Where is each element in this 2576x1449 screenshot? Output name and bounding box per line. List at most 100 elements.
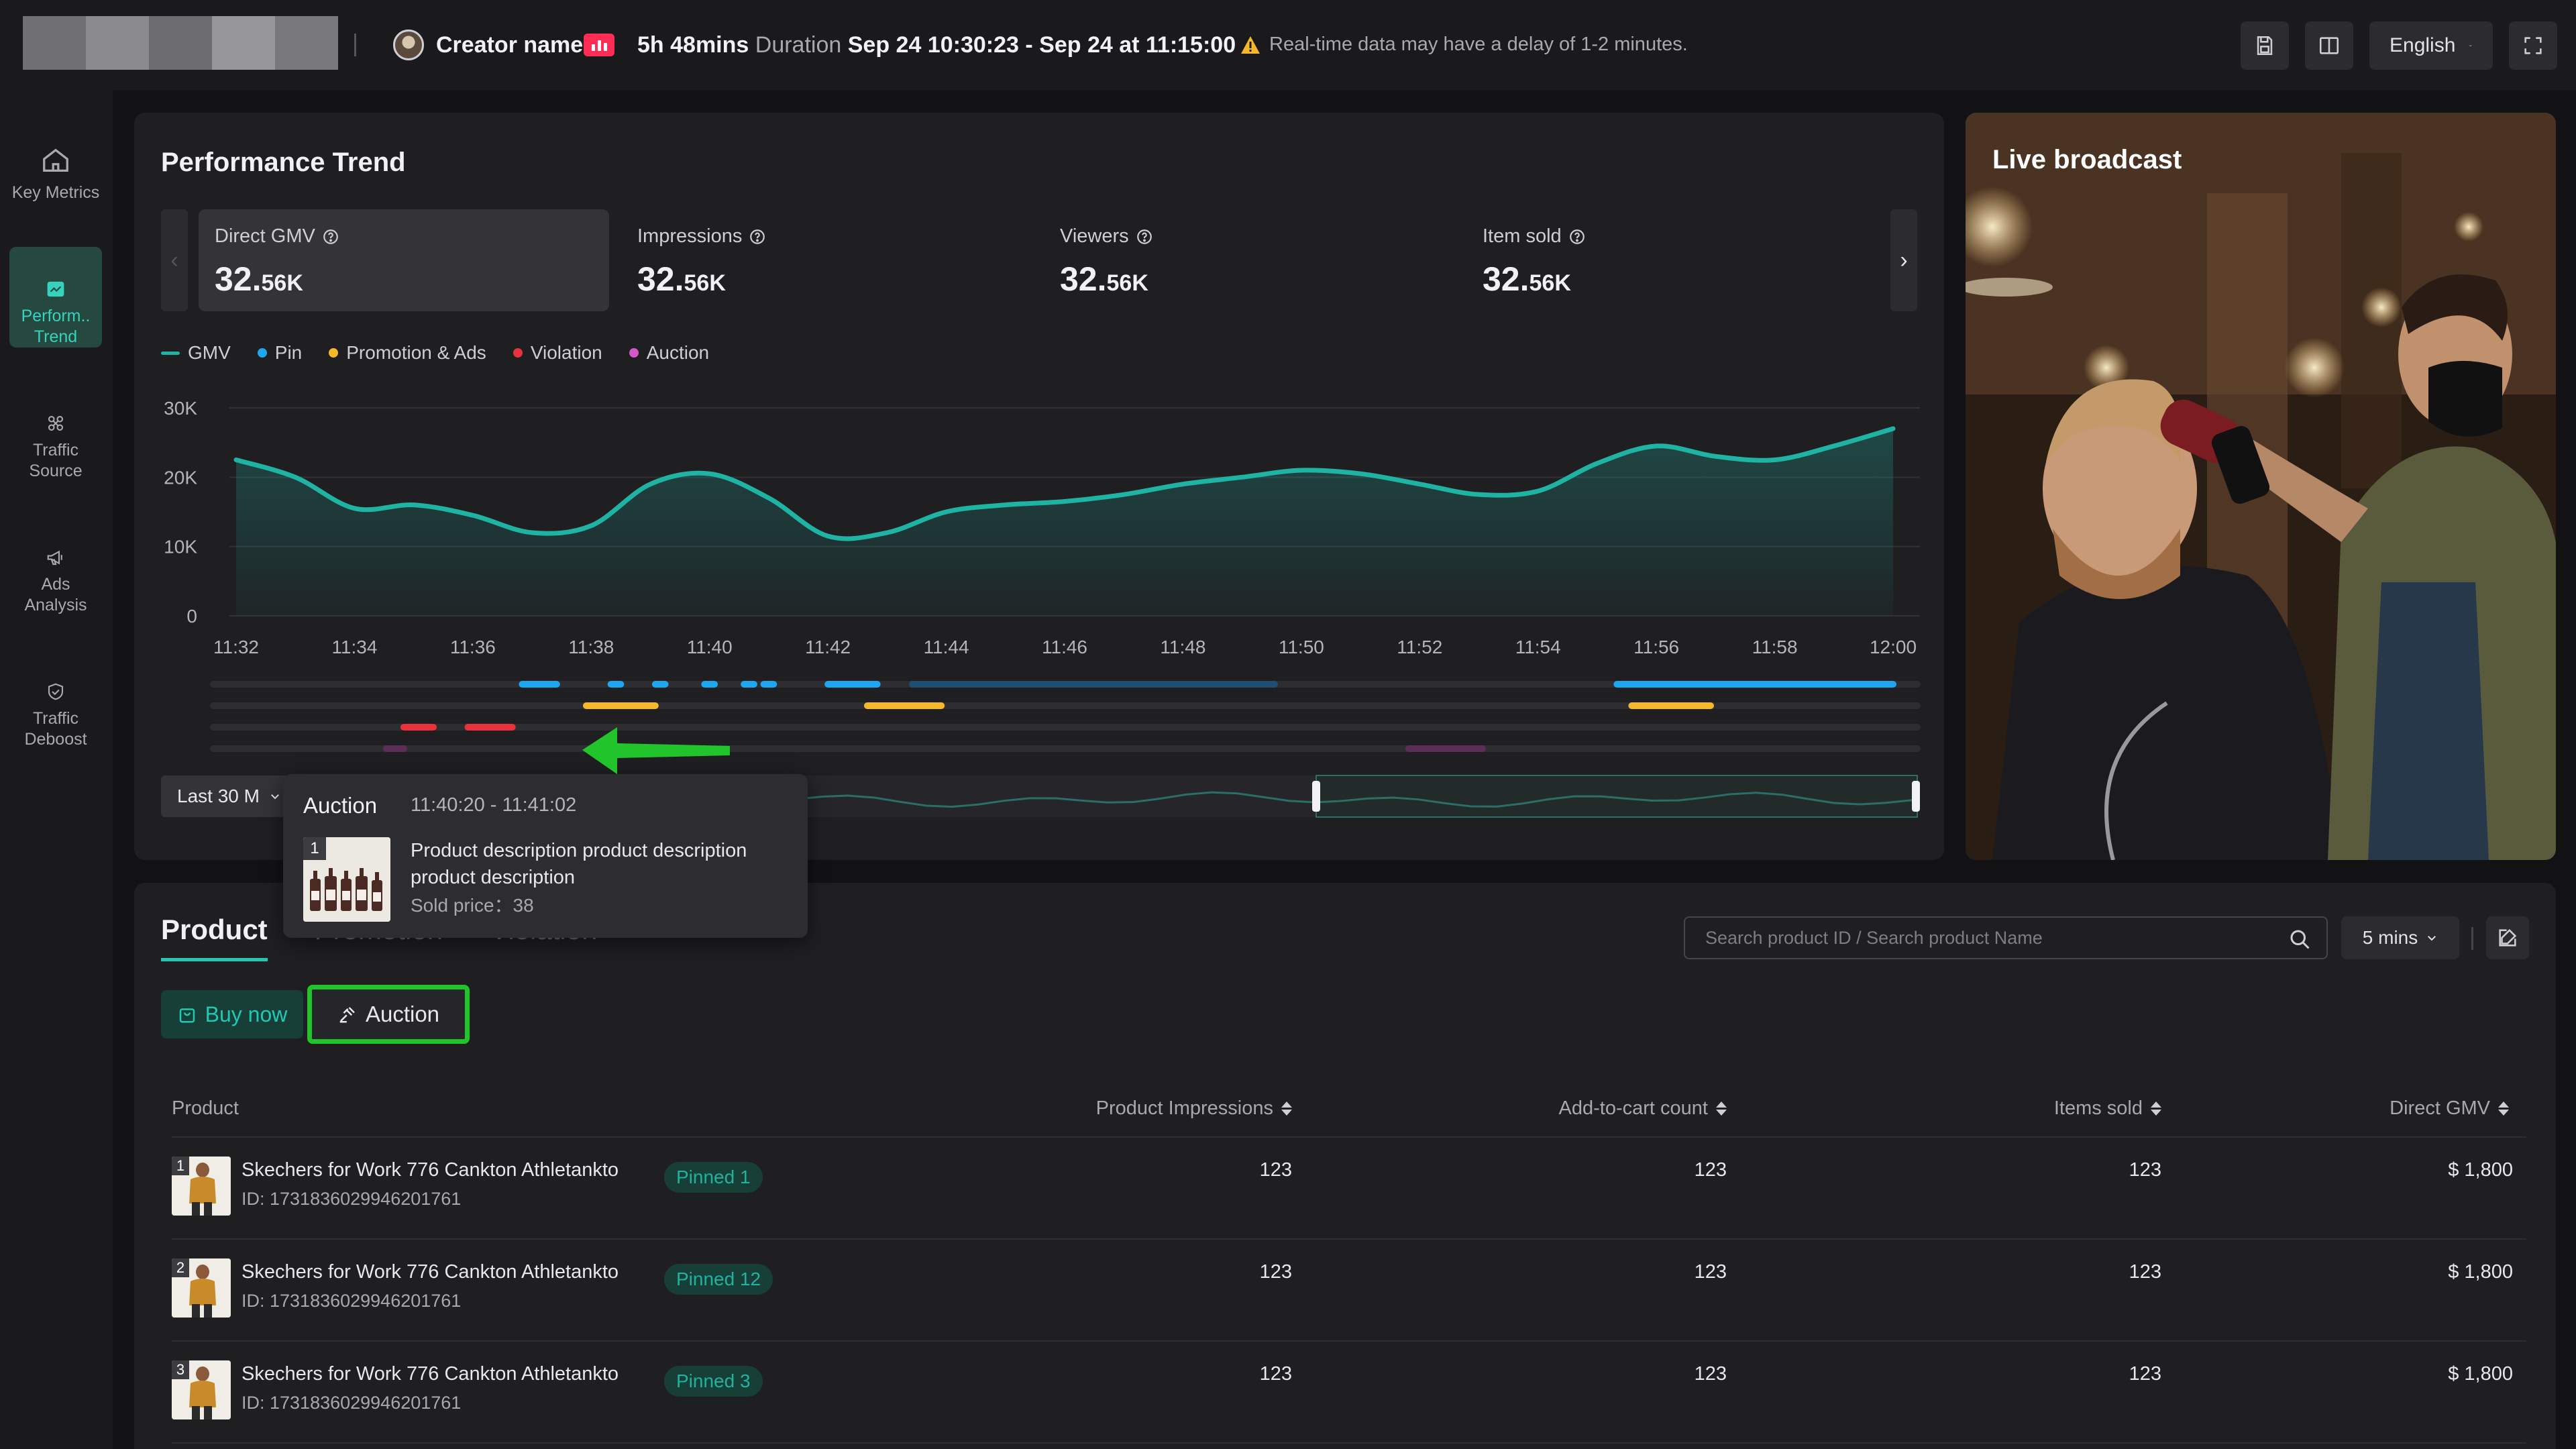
sort-icon [2498,1102,2509,1116]
auction-tooltip: Auction 11:40:20 - 11:41:02 1 Product de… [283,774,808,938]
duration-value: 5h 48mins [637,32,749,58]
search-placeholder: Search product ID / Search product Name [1705,927,2043,948]
metric-value: 32. [1060,260,1107,298]
table-row[interactable]: 3 Skechers for Work 776 Cankton Athletank… [172,1342,2526,1444]
auction-button[interactable]: Auction [307,985,470,1044]
creator-avatar [393,30,424,60]
range-label: Last 30 M [177,786,260,806]
tab-product[interactable]: Product [161,914,268,961]
chevron-down-icon [271,794,279,800]
column-direct-gmv[interactable]: Direct GMV [2390,1097,2509,1120]
help-icon[interactable] [1136,228,1153,246]
performance-trend-panel: Performance Trend ‹ Direct GMV 32.56K Im… [134,113,1944,860]
row-index: 1 [172,1157,189,1175]
help-icon[interactable] [1568,228,1586,246]
legend-item-auction[interactable]: Auction [629,342,709,364]
divider [2471,927,2473,950]
pinned-badge: Pinned 1 [664,1162,763,1193]
product-search-input[interactable]: Search product ID / Search product Name [1684,916,2328,959]
column-product: Product [172,1097,239,1120]
warning-icon [1241,36,1260,54]
time-dash: - [1025,32,1033,58]
product-name[interactable]: Skechers for Work 776 Cankton Athletankt… [241,1261,619,1283]
x-tick-label: 11:48 [1160,637,1205,657]
column-label: Items sold [2053,1097,2143,1119]
trend-icon [47,281,64,297]
metric-card-impressions[interactable]: Impressions 32.56K [621,209,1032,311]
interval-label: 5 mins [2362,927,2418,948]
impressions-cell: 123 [1259,1261,1292,1283]
search-icon[interactable] [2288,927,2312,951]
tooltip-time: 11:40:20 - 11:41:02 [411,794,577,816]
sidebar-item-traffic-deboost[interactable]: Traffic Deboost [9,649,102,750]
scroll-right-button[interactable]: › [1890,209,1917,311]
pinned-badge: Pinned 3 [664,1366,763,1397]
live-broadcast-panel: Live broadcast [1966,113,2556,860]
blurred-logo [23,16,338,70]
column-add-to-cart[interactable]: Add-to-cart count [1559,1097,1727,1120]
impressions-cell: 123 [1259,1363,1292,1385]
row-index: 3 [172,1360,189,1379]
direct-gmv-cell: $ 1,800 [2448,1363,2513,1385]
sort-icon [1281,1102,1292,1116]
edit-button[interactable] [2486,916,2529,959]
product-thumbnail: 1 [172,1157,231,1216]
metric-value: 32. [637,260,684,298]
sidebar-item-label: Traffic Deboost [24,709,87,749]
tooltip-description: Product description product description … [411,840,747,888]
metric-card-viewers[interactable]: Viewers 32.56K [1044,209,1454,311]
sidebar-item-label: Key Metrics [11,183,100,202]
gmv-trend-chart[interactable]: 0 10K 20K 30K 11:32 11:34 11:36 11:38 11:40 11:42… [134,113,1944,860]
bottles-image [303,837,390,922]
live-video-frame[interactable] [1966,113,2556,860]
interval-select[interactable]: 5 mins [2341,916,2459,959]
metric-value-unit: 56K [684,270,726,296]
annotation-arrow-icon [582,727,730,774]
scroll-left-button[interactable]: ‹ [161,209,188,311]
bag-icon [179,1008,195,1023]
sidebar-item-performance-trend[interactable]: Perform.. Trend [9,247,102,347]
language-select[interactable]: English [2369,21,2493,70]
creator-name[interactable]: Creator name [436,32,584,58]
save-button[interactable] [2241,21,2289,70]
sidebar-item-label: Traffic Source [29,441,83,480]
legend-item-promotion[interactable]: Promotion & Ads [329,342,486,364]
sidebar-item-traffic-source[interactable]: Traffic Source [9,381,102,482]
product-id: ID: 1731836029946201761 [241,1291,462,1311]
legend-line-icon [161,351,180,355]
metric-card-item-sold[interactable]: Item sold 32.56K [1466,209,1877,311]
column-impressions[interactable]: Product Impressions [1096,1097,1292,1120]
legend-item-violation[interactable]: Violation [513,342,602,364]
help-icon[interactable] [749,228,766,246]
legend-item-gmv[interactable]: GMV [161,342,231,364]
add-to-cart-cell: 123 [1694,1363,1727,1385]
row-index: 2 [172,1258,189,1277]
table-row[interactable]: 1 Skechers for Work 776 Cankton Athletank… [172,1138,2526,1240]
end-time: Sep 24 at 11:15:00 [1039,32,1236,58]
sidebar-item-key-metrics[interactable]: Key Metrics [9,113,102,213]
chart-legend: GMV Pin Promotion & Ads Violation Auctio… [161,342,709,364]
sidebar-item-ads-analysis[interactable]: Ads Analysis [9,515,102,616]
metric-value-unit: 56K [261,270,303,296]
save-icon [2257,36,2273,56]
column-items-sold[interactable]: Items sold [2054,1097,2161,1120]
x-tick-label: 11:44 [924,637,969,657]
legend-item-pin[interactable]: Pin [257,342,302,364]
buy-now-label: Buy now [205,1002,288,1026]
product-name[interactable]: Skechers for Work 776 Cankton Athletankt… [241,1159,619,1181]
gmv-area [236,429,1893,616]
layout-button[interactable] [2305,21,2353,70]
y-tick-label: 20K [164,467,197,488]
help-icon[interactable] [322,228,339,246]
fullscreen-button[interactable] [2509,21,2557,70]
chevron-right-icon: › [1900,247,1908,273]
product-name[interactable]: Skechers for Work 776 Cankton Athletankt… [241,1363,619,1385]
x-tick-label: 11:34 [331,637,377,657]
items-sold-cell: 123 [2129,1261,2161,1283]
table-row[interactable]: 2 Skechers for Work 776 Cankton Athletank… [172,1240,2526,1342]
warning-text: Real-time data may have a delay of 1-2 m… [1269,34,1688,55]
buy-now-button[interactable]: Buy now [161,990,303,1038]
delay-warning: Real-time data may have a delay of 1-2 m… [1240,34,1688,56]
metric-card-direct-gmv[interactable]: Direct GMV 32.56K [199,209,609,311]
product-panel: Product Promotion Violation Search produ… [134,883,2556,1449]
